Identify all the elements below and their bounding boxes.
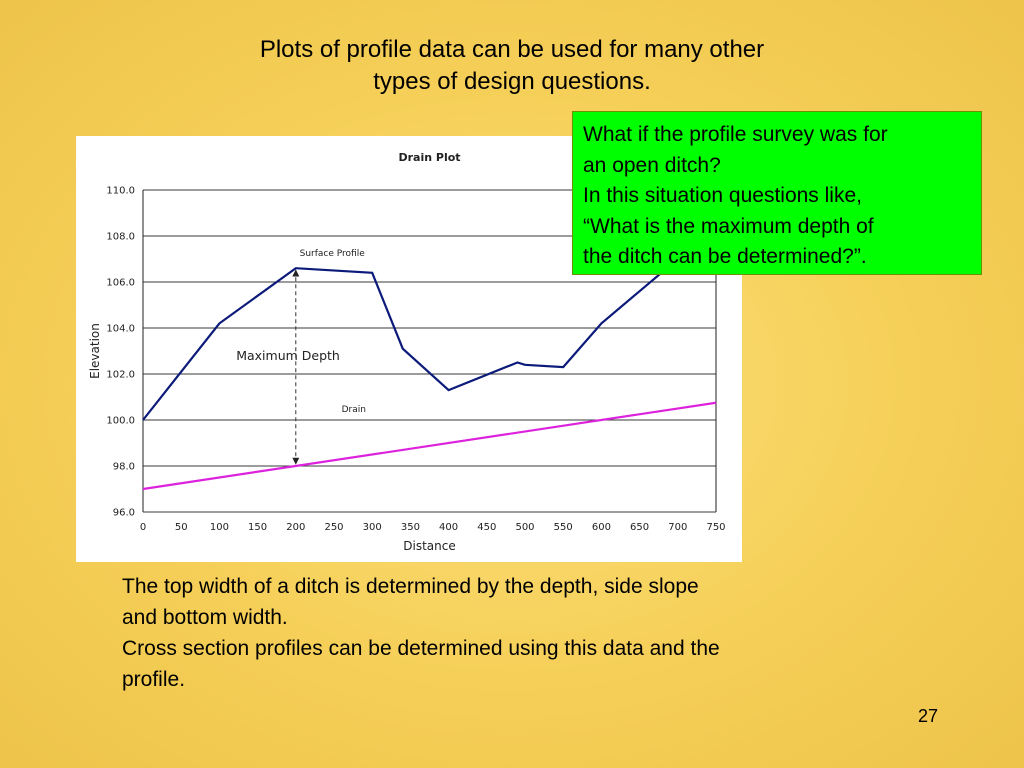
y-tick-label-6: 108.0: [106, 232, 135, 243]
x-tick-label-11: 550: [554, 522, 573, 533]
callout-line-1: What if the profile survey was for: [583, 123, 888, 146]
x-tick-label-7: 350: [401, 522, 420, 533]
y-axis-label: Elevation: [88, 323, 102, 379]
slide-title-line-2: types of design questions.: [373, 68, 651, 95]
y-tick-label-2: 100.0: [106, 416, 135, 427]
body-line-4: profile.: [122, 668, 186, 691]
max-depth-label: Maximum Depth: [236, 348, 340, 363]
x-tick-label-13: 650: [630, 522, 649, 533]
y-tick-label-0: 96.0: [113, 508, 135, 519]
chart-title: Drain Plot: [398, 151, 460, 164]
callout-line-2: an open ditch?: [583, 153, 721, 177]
series-line-0: [142, 225, 717, 421]
x-tick-label-14: 700: [668, 522, 687, 533]
y-tick-label-1: 98.0: [113, 462, 135, 473]
slide-title: Plots of profile data can be used for ma…: [140, 34, 884, 98]
drain-plot-svg: 96.0 98.0 100.0 102.0 104.0 106.0 108.0 110.0 0 5…: [88, 151, 726, 553]
y-tick-label-3: 102.0: [106, 370, 135, 381]
x-tick-label-2: 100: [210, 522, 229, 533]
body-text: The top width of a ditch is determined b…: [122, 571, 882, 695]
x-axis-label: Distance: [403, 539, 455, 553]
x-tick-label-9: 450: [477, 522, 496, 533]
y-tick-label-5: 106.0: [106, 278, 135, 289]
x-tick-label-0: 0: [140, 522, 146, 533]
page-number: 27: [917, 706, 938, 726]
series-label-surface-profile: Surface Profile: [300, 249, 366, 259]
y-tick-label-4: 104.0: [106, 324, 135, 335]
x-tick-label-10: 500: [515, 522, 534, 533]
slide-title-line-1: Plots of profile data can be used for ma…: [259, 36, 765, 63]
callout-line-5: the ditch can be determined?”.: [583, 245, 867, 268]
x-tick-label-4: 200: [286, 522, 305, 533]
callout-box: What if the profile survey was for an op…: [572, 111, 982, 275]
x-tick-label-5: 250: [324, 522, 343, 533]
x-tick-label-1: 50: [175, 522, 188, 533]
y-tick-label-7: 110.0: [106, 186, 135, 197]
body-line-1: The top width of a ditch is determined b…: [122, 575, 699, 598]
body-line-3: Cross section profiles can be determined…: [122, 637, 720, 660]
x-tick-label-15: 750: [706, 522, 725, 533]
callout-line-4: “What is the maximum depth of: [583, 214, 874, 238]
x-tick-label-3: 150: [248, 522, 267, 533]
body-line-2: and bottom width.: [122, 606, 288, 629]
x-tick-label-12: 600: [592, 522, 611, 533]
callout-line-3: In this situation questions like,: [583, 184, 862, 207]
x-tick-label-6: 300: [363, 522, 382, 533]
x-tick-label-8: 400: [439, 522, 458, 533]
series-label-drain: Drain: [342, 405, 366, 415]
series-line-1: [142, 401, 717, 491]
